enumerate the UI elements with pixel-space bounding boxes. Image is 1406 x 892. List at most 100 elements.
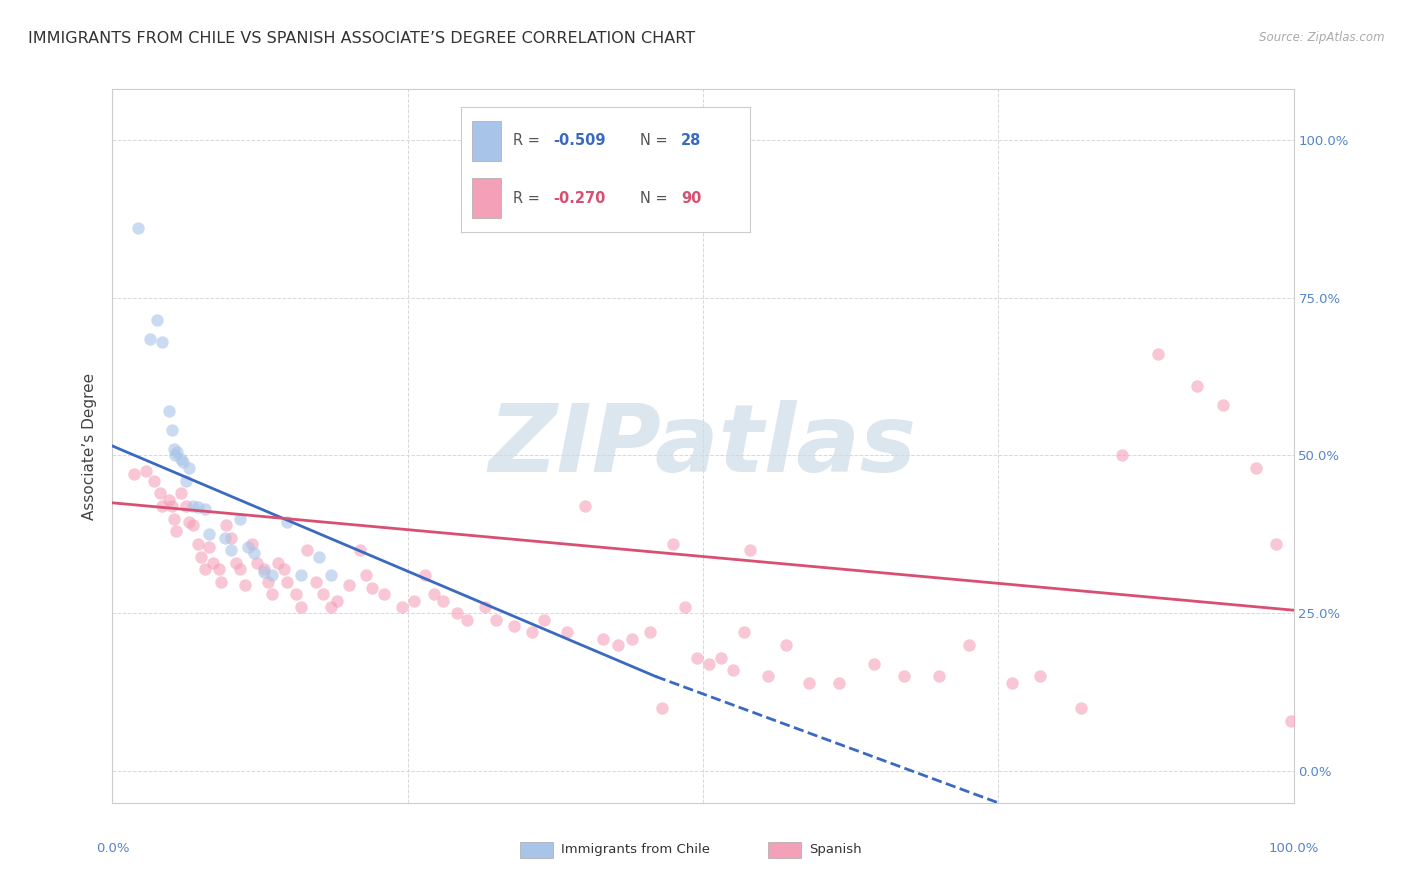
Point xyxy=(170,486,193,500)
Point xyxy=(312,587,335,601)
Point xyxy=(174,499,197,513)
Point xyxy=(1070,701,1092,715)
Point xyxy=(799,675,821,690)
Point xyxy=(1028,669,1050,683)
Point xyxy=(163,511,186,525)
Point xyxy=(208,562,231,576)
Text: 100.0%: 100.0% xyxy=(1268,842,1319,855)
Point xyxy=(165,449,187,463)
Point xyxy=(638,625,661,640)
Point xyxy=(225,556,247,570)
Point xyxy=(122,467,145,482)
Point xyxy=(356,568,378,582)
Point xyxy=(127,221,149,235)
Point xyxy=(928,669,950,683)
Point xyxy=(337,578,360,592)
Point xyxy=(157,404,180,418)
Point xyxy=(574,499,596,513)
Point xyxy=(209,574,232,589)
Point xyxy=(186,500,208,515)
Bar xyxy=(520,842,553,858)
Point xyxy=(662,537,685,551)
Point xyxy=(733,625,755,640)
Point xyxy=(267,556,290,570)
Point xyxy=(319,568,342,582)
Text: 0.0%: 0.0% xyxy=(96,842,129,855)
Point xyxy=(179,461,201,475)
Point xyxy=(181,517,204,532)
Point xyxy=(273,562,295,576)
Point xyxy=(349,543,371,558)
Text: Immigrants from Chile: Immigrants from Chile xyxy=(561,843,710,855)
Point xyxy=(721,663,744,677)
Point xyxy=(775,638,797,652)
Point xyxy=(181,499,204,513)
Point xyxy=(190,549,212,564)
Point xyxy=(253,566,276,580)
Point xyxy=(308,549,330,564)
Point xyxy=(219,531,242,545)
Point xyxy=(165,524,187,539)
Point xyxy=(756,669,779,683)
Point xyxy=(170,451,193,466)
Bar xyxy=(768,842,801,858)
Point xyxy=(146,312,169,326)
Point xyxy=(863,657,886,671)
Point xyxy=(304,574,326,589)
Point xyxy=(446,607,468,621)
Point xyxy=(607,638,630,652)
Point xyxy=(326,593,349,607)
Point xyxy=(697,657,720,671)
Point xyxy=(555,625,578,640)
Point xyxy=(284,587,307,601)
Point xyxy=(456,613,478,627)
Point xyxy=(415,568,437,582)
Point xyxy=(198,527,221,541)
Point xyxy=(219,543,242,558)
Point xyxy=(533,613,555,627)
Y-axis label: Associate’s Degree: Associate’s Degree xyxy=(82,373,97,519)
Point xyxy=(402,593,425,607)
Point xyxy=(163,442,186,457)
Point xyxy=(238,540,260,554)
Point xyxy=(1185,379,1208,393)
Point xyxy=(276,574,298,589)
Point xyxy=(621,632,644,646)
Text: ZIPatlas: ZIPatlas xyxy=(489,400,917,492)
Point xyxy=(592,632,614,646)
Point xyxy=(214,531,236,545)
Point xyxy=(160,423,183,437)
Point xyxy=(319,600,342,615)
Point xyxy=(174,474,197,488)
Point xyxy=(243,546,266,560)
Point xyxy=(198,540,221,554)
Point xyxy=(1279,714,1302,728)
Point xyxy=(290,568,312,582)
Point xyxy=(172,455,194,469)
Point xyxy=(135,464,157,478)
Point xyxy=(1001,675,1024,690)
Text: IMMIGRANTS FROM CHILE VS SPANISH ASSOCIATE’S DEGREE CORRELATION CHART: IMMIGRANTS FROM CHILE VS SPANISH ASSOCIA… xyxy=(28,31,695,46)
Point xyxy=(240,537,263,551)
Point xyxy=(740,543,762,558)
Point xyxy=(520,625,543,640)
Point xyxy=(391,600,413,615)
Point xyxy=(485,613,508,627)
Point xyxy=(201,556,224,570)
Point xyxy=(150,499,173,513)
Point xyxy=(149,486,172,500)
Point xyxy=(260,587,283,601)
Text: Source: ZipAtlas.com: Source: ZipAtlas.com xyxy=(1260,31,1385,45)
Point xyxy=(373,587,395,601)
Point xyxy=(276,515,298,529)
Point xyxy=(157,492,180,507)
Point xyxy=(229,511,252,525)
Point xyxy=(673,600,696,615)
Point xyxy=(233,578,256,592)
Point xyxy=(229,562,252,576)
Point xyxy=(179,515,201,529)
Point xyxy=(290,600,312,615)
Point xyxy=(245,556,267,570)
Point xyxy=(1244,461,1267,475)
Point xyxy=(142,474,165,488)
